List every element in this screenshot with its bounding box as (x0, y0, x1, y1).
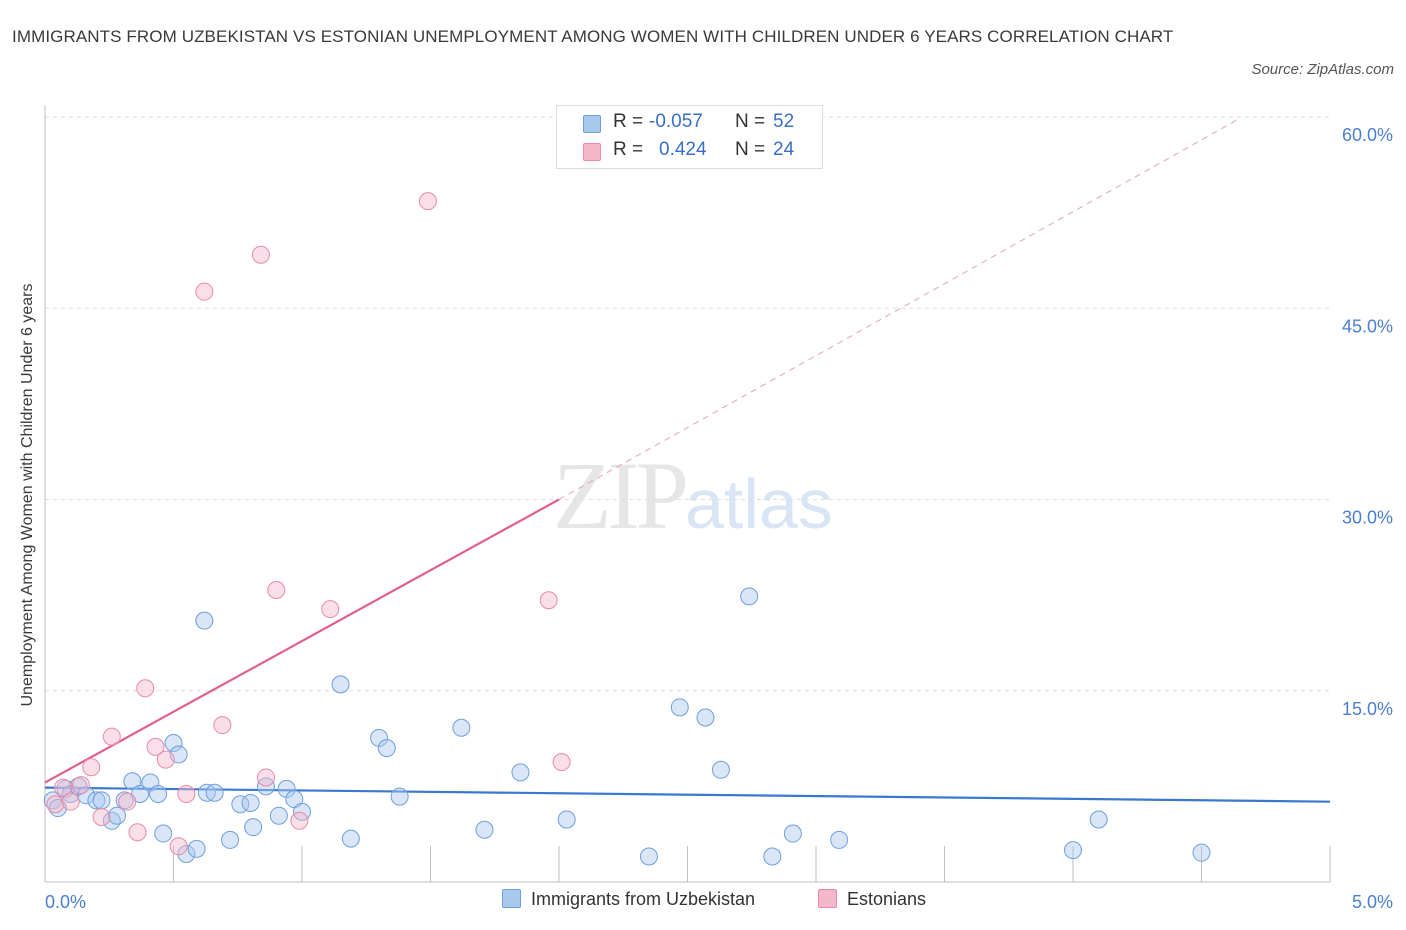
point-uzbekistan (740, 587, 759, 606)
point-uzbekistan (763, 847, 782, 866)
n-value: 52 (773, 111, 795, 132)
point-uzbekistan (370, 728, 389, 747)
uzbekistan-swatch (583, 115, 601, 133)
point-estonians (82, 758, 101, 777)
estonians-swatch (583, 143, 601, 161)
axes (44, 105, 1331, 883)
point-uzbekistan (1192, 843, 1211, 862)
data-points (43, 192, 1211, 866)
point-estonians (92, 807, 111, 826)
point-estonians (169, 837, 188, 856)
point-estonians (146, 737, 165, 756)
point-uzbekistan (331, 675, 350, 694)
y-tick-label: 15.0% (1342, 699, 1393, 719)
point-uzbekistan (475, 820, 494, 839)
point-estonians (267, 581, 286, 600)
point-estonians (177, 785, 196, 804)
point-estonians (61, 792, 80, 811)
chart-title: IMMIGRANTS FROM UZBEKISTAN VS ESTONIAN U… (12, 27, 1174, 46)
n-label: N = (735, 139, 766, 160)
trend-line-estonians (44, 498, 560, 784)
watermark: ZIPatlas (553, 440, 833, 551)
trend-extension-estonians (558, 117, 1241, 500)
r-label: R = (613, 111, 644, 132)
point-uzbekistan (277, 779, 296, 798)
point-uzbekistan (102, 811, 121, 830)
point-uzbekistan (452, 718, 471, 737)
point-estonians (53, 778, 72, 797)
point-estonians (418, 192, 437, 211)
r-label: R = (613, 139, 644, 160)
point-uzbekistan (341, 829, 360, 848)
y-tick-label: 30.0% (1342, 508, 1393, 528)
stats-legend: R = -0.057 N = 52 R = 0.424 N = 24 (556, 105, 823, 169)
grid (45, 116, 1330, 692)
legend-label-uzbekistan: Immigrants from Uzbekistan (531, 889, 756, 909)
tick-labels: 15.0% 30.0% 45.0% 60.0% 0.0% 5.0% (45, 125, 1393, 912)
point-uzbekistan (377, 739, 396, 758)
watermark-zip: ZIP (553, 442, 689, 549)
point-estonians (290, 811, 309, 830)
x-tick-label: 5.0% (1352, 892, 1393, 912)
point-estonians (195, 282, 214, 301)
point-estonians (118, 792, 137, 811)
chart-source: Source: ZipAtlas.com (1251, 61, 1394, 78)
point-uzbekistan (390, 787, 409, 806)
point-estonians (552, 753, 571, 772)
point-uzbekistan (711, 760, 730, 779)
point-uzbekistan (783, 824, 802, 843)
point-estonians (251, 245, 270, 264)
point-uzbekistan (87, 791, 106, 810)
n-label: N = (735, 111, 766, 132)
point-estonians (71, 776, 90, 795)
legend-item-uzbekistan: Immigrants from Uzbekistan (502, 889, 755, 910)
point-uzbekistan (92, 791, 111, 810)
point-uzbekistan (670, 698, 689, 717)
point-estonians (46, 795, 65, 814)
point-uzbekistan (639, 847, 658, 866)
point-estonians (136, 679, 155, 698)
point-uzbekistan (195, 611, 214, 630)
point-uzbekistan (177, 844, 196, 863)
legend-swatch-estonians (818, 889, 837, 908)
legend-swatch-uzbekistan (502, 889, 521, 908)
r-value: 0.424 (659, 139, 707, 160)
point-uzbekistan (107, 806, 126, 825)
n-value: 24 (773, 139, 795, 160)
point-uzbekistan (149, 785, 168, 804)
trend-line-uzbekistan (44, 786, 1331, 803)
point-estonians (321, 600, 340, 619)
point-uzbekistan (244, 818, 263, 837)
watermark-atlas: atlas (685, 465, 833, 543)
point-uzbekistan (221, 830, 240, 849)
trend-lines (44, 117, 1331, 803)
point-uzbekistan (830, 830, 849, 849)
point-uzbekistan (205, 783, 224, 802)
x-tick-label: 0.0% (45, 892, 86, 912)
point-uzbekistan (269, 806, 288, 825)
point-uzbekistan (696, 708, 715, 727)
point-uzbekistan (1089, 810, 1108, 829)
point-uzbekistan (164, 734, 183, 753)
point-uzbekistan (557, 810, 576, 829)
y-tick-label: 45.0% (1342, 316, 1393, 336)
point-estonians (213, 716, 232, 735)
point-estonians (102, 727, 121, 746)
point-estonians (539, 591, 558, 610)
point-uzbekistan (187, 839, 206, 858)
point-uzbekistan (241, 793, 260, 812)
point-estonians (156, 750, 175, 769)
point-estonians (257, 768, 276, 787)
point-uzbekistan (511, 763, 530, 782)
point-estonians (128, 823, 147, 842)
y-tick-label: 60.0% (1342, 125, 1393, 145)
point-uzbekistan (154, 824, 173, 843)
point-uzbekistan (61, 785, 80, 804)
legend-label-estonians: Estonians (847, 889, 927, 909)
legend-item-estonians: Estonians (818, 889, 926, 910)
point-uzbekistan (197, 783, 216, 802)
point-uzbekistan (1064, 841, 1082, 860)
r-value: -0.057 (649, 111, 703, 132)
